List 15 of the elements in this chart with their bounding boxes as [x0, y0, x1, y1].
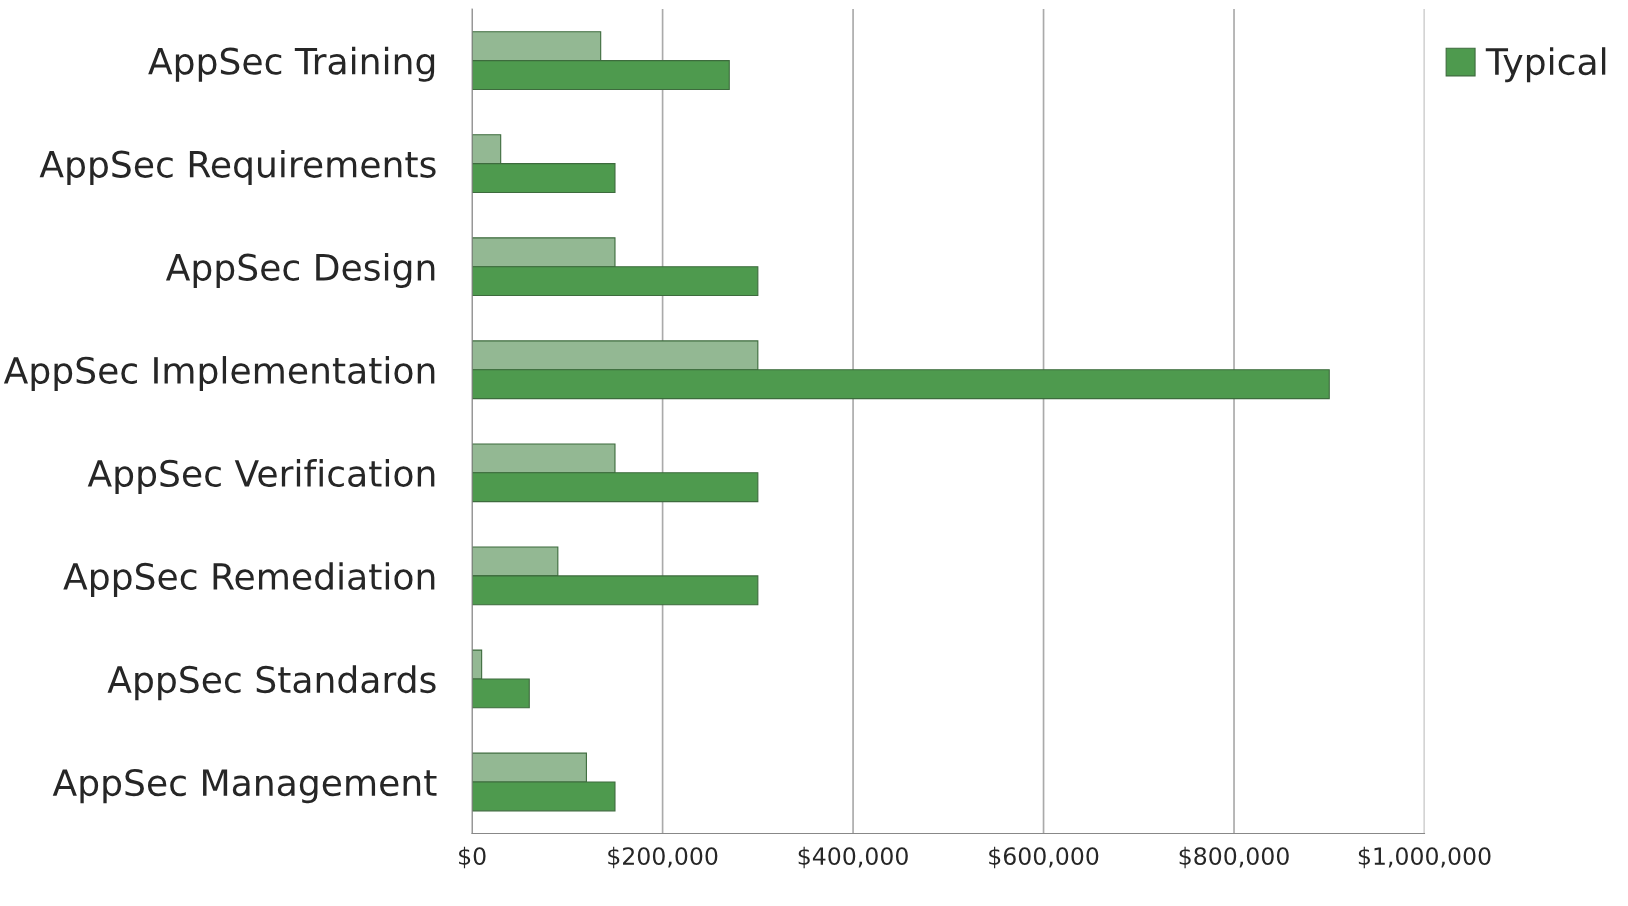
y-tick-label: AppSec Requirements — [39, 149, 436, 185]
y-tick-label: AppSec Verification — [87, 459, 435, 495]
y-tick-label: AppSec Training — [148, 46, 435, 82]
y-tick-label: AppSec Standards — [107, 665, 436, 701]
x-tick-label: $400,000 — [798, 846, 908, 869]
x-tick-label: $200,000 — [608, 846, 718, 869]
x-tick-label: $800,000 — [1179, 846, 1289, 869]
y-tick-label: AppSec Remediation — [63, 562, 435, 598]
x-tick-label: $1,000,000 — [1358, 846, 1491, 869]
x-tick-label: $0 — [459, 846, 486, 869]
y-tick-label: AppSec Management — [52, 768, 437, 804]
y-tick-label: AppSec Implementation — [3, 356, 435, 391]
y-tick-label: AppSec Design — [165, 252, 435, 288]
legend-label: Typical — [1485, 47, 1606, 83]
x-tick-label: $600,000 — [989, 846, 1099, 869]
